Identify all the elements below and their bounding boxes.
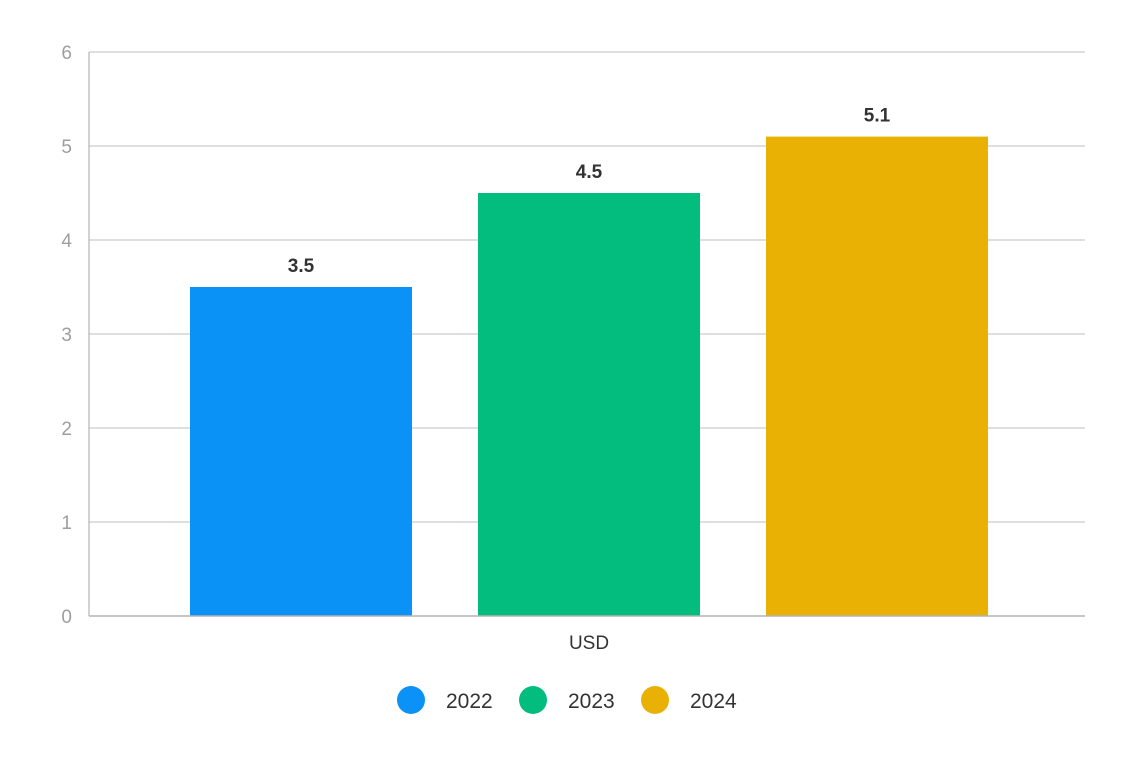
legend-marker-icon — [519, 686, 547, 714]
y-tick-label: 6 — [61, 43, 72, 64]
legend-item-2024[interactable]: 2024 — [641, 686, 737, 714]
bar-2023[interactable] — [478, 193, 700, 616]
bar-2024[interactable] — [766, 136, 988, 616]
legend-label: 2023 — [568, 690, 615, 713]
bars — [190, 136, 988, 616]
y-tick-label: 5 — [61, 137, 72, 158]
legend-label: 2022 — [446, 690, 493, 713]
bar-2022[interactable] — [190, 287, 412, 616]
y-tick-label: 2 — [61, 419, 72, 440]
data-labels: 3.5 4.5 5.1 — [288, 106, 891, 277]
legend-item-2023[interactable]: 2023 — [519, 686, 615, 714]
legend: 2022 2023 2024 — [397, 686, 737, 714]
y-tick-label: 3 — [61, 325, 72, 346]
x-axis: USD — [88, 52, 1085, 654]
legend-label: 2024 — [690, 690, 737, 713]
legend-marker-icon — [641, 686, 669, 714]
x-category-label: USD — [569, 633, 609, 654]
y-tick-label: 4 — [61, 231, 72, 252]
y-axis-tick-labels: 0 1 2 3 4 5 6 — [61, 43, 72, 628]
legend-marker-icon — [397, 686, 425, 714]
legend-item-2022[interactable]: 2022 — [397, 686, 493, 714]
y-tick-label: 1 — [61, 513, 72, 534]
y-tick-label: 0 — [61, 607, 72, 628]
data-label-2024: 5.1 — [864, 106, 891, 127]
data-label-2022: 3.5 — [288, 256, 315, 277]
data-label-2023: 4.5 — [576, 162, 603, 183]
